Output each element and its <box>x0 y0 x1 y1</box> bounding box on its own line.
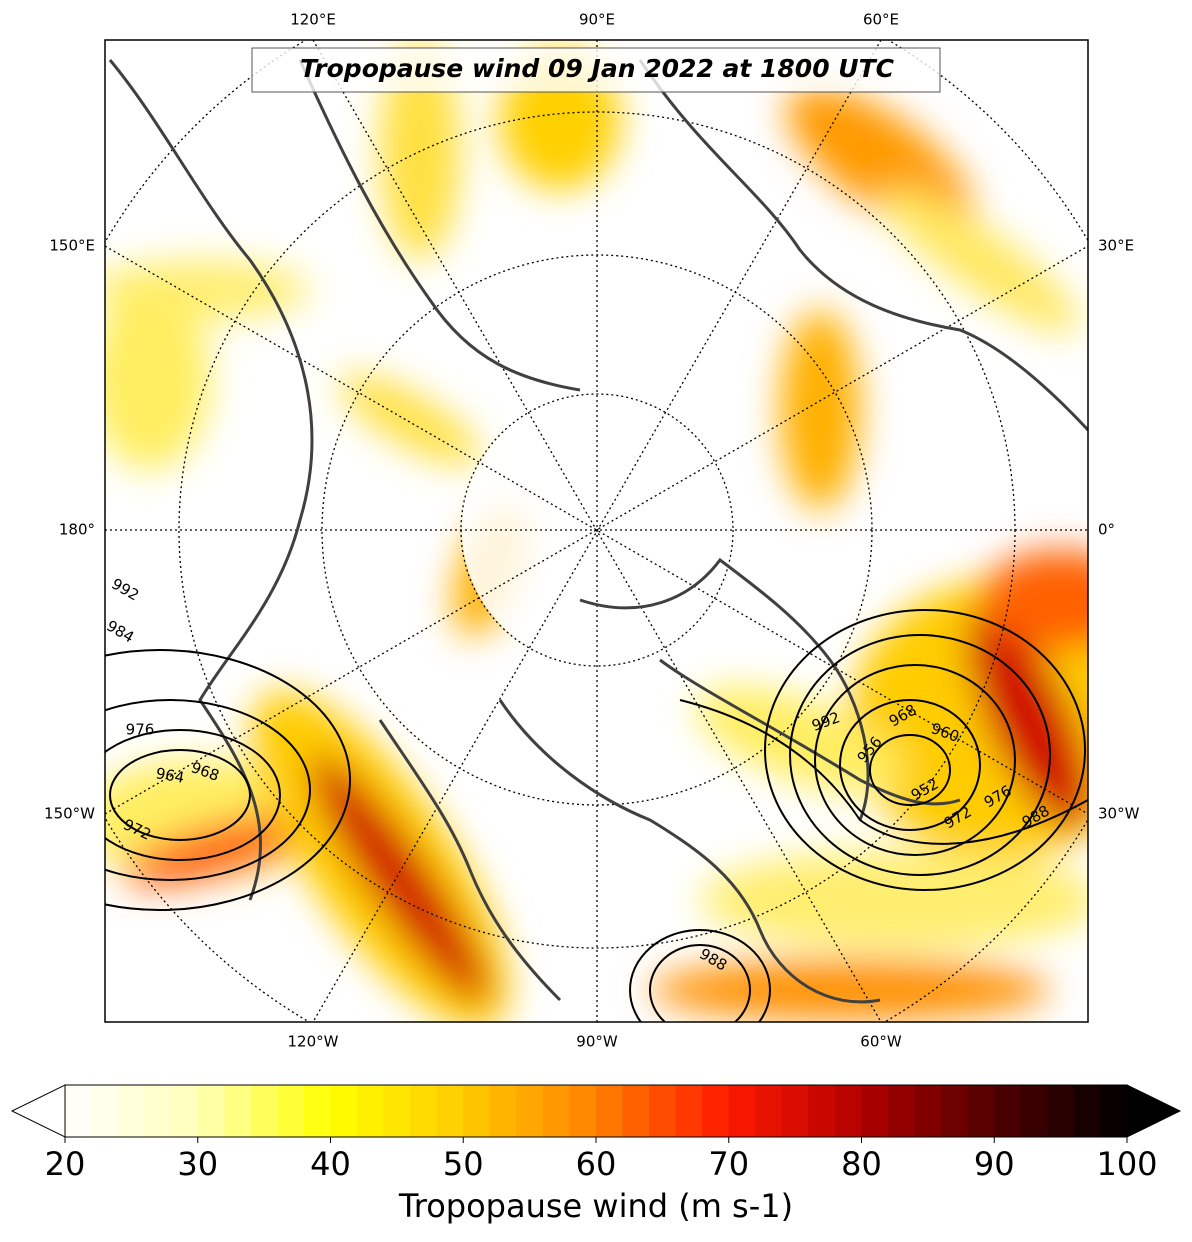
lon-label: 90°W <box>576 1033 618 1051</box>
colorbar-segment <box>1100 1085 1128 1137</box>
lon-label: 90°E <box>579 11 615 29</box>
lon-label: 0° <box>1098 521 1115 539</box>
colorbar-segment <box>888 1085 916 1137</box>
colorbar-segment <box>144 1085 172 1137</box>
colorbar-segment <box>489 1085 517 1137</box>
lon-label: 60°W <box>860 1033 902 1051</box>
colorbar-tick-label: 50 <box>443 1145 484 1183</box>
colorbar-segment <box>994 1085 1022 1137</box>
colorbar-segment <box>1073 1085 1101 1137</box>
colorbar-segment <box>914 1085 942 1137</box>
map-title: Tropopause wind 09 Jan 2022 at 1800 UTC <box>300 54 895 83</box>
lon-label: 120°W <box>288 1033 339 1051</box>
colorbar-segment <box>675 1085 703 1137</box>
colorbar-segment <box>702 1085 730 1137</box>
colorbar-segment <box>277 1085 305 1137</box>
colorbar-segment <box>542 1085 570 1137</box>
colorbar-segment <box>755 1085 783 1137</box>
colorbar-tick-label: 40 <box>310 1145 351 1183</box>
colorbar-segment <box>410 1085 438 1137</box>
colorbar-segment <box>622 1085 650 1137</box>
colorbar-tick-label: 20 <box>45 1145 86 1183</box>
lon-label: 30°E <box>1098 237 1134 255</box>
colorbar-extend-low <box>10 1084 66 1138</box>
colorbar-tick-label: 90 <box>974 1145 1015 1183</box>
colorbar-segment <box>250 1085 278 1137</box>
lon-label: 150°E <box>49 237 95 255</box>
title-box <box>251 47 941 93</box>
colorbar-segment <box>941 1085 969 1137</box>
lon-label: 150°W <box>44 805 95 823</box>
colorbar-segment <box>197 1085 225 1137</box>
colorbar-segment <box>171 1085 199 1137</box>
colorbar-segment <box>861 1085 889 1137</box>
colorbar-segment <box>224 1085 252 1137</box>
colorbar-segment <box>91 1085 119 1137</box>
coastlines <box>108 59 1088 1004</box>
graticule <box>105 40 1088 1022</box>
contour-label: 964 <box>154 764 185 787</box>
colorbar-segment <box>303 1085 331 1137</box>
colorbar-segment <box>1020 1085 1048 1137</box>
colorbar-segment <box>330 1085 358 1137</box>
pressure-contours <box>105 609 1088 1022</box>
colorbar-label: Tropopause wind (m s-1) <box>398 1187 793 1225</box>
colorbar-segment <box>649 1085 677 1137</box>
colorbar-segment <box>1047 1085 1075 1137</box>
colorbar-tick-label: 100 <box>1096 1145 1157 1183</box>
lon-label: 30°W <box>1098 805 1140 823</box>
colorbar-segment <box>808 1085 836 1137</box>
colorbar-segment <box>728 1085 756 1137</box>
contour-label: 976 <box>126 721 155 739</box>
colorbar-segment <box>834 1085 862 1137</box>
colorbar-segment <box>383 1085 411 1137</box>
colorbar-segment <box>569 1085 597 1137</box>
map-frame <box>104 39 1089 1023</box>
colorbar-segment <box>781 1085 809 1137</box>
colorbar-segment <box>118 1085 146 1137</box>
colorbar-segment <box>516 1085 544 1137</box>
colorbar-segment <box>463 1085 491 1137</box>
colorbar-segment <box>967 1085 995 1137</box>
colorbar-tick-label: 70 <box>708 1145 749 1183</box>
colorbar-tick-label: 30 <box>177 1145 218 1183</box>
colorbar-segment <box>596 1085 624 1137</box>
colorbar-tick-label: 60 <box>576 1145 617 1183</box>
map <box>105 40 1088 1022</box>
lon-label: 180° <box>59 521 95 539</box>
colorbar-segment <box>436 1085 464 1137</box>
lon-label: 120°E <box>290 11 336 29</box>
colorbar-segment <box>357 1085 385 1137</box>
colorbar-tick-label: 80 <box>841 1145 882 1183</box>
colorbar-segment <box>65 1085 93 1137</box>
colorbar-extend-high <box>1126 1084 1182 1138</box>
lon-label: 60°E <box>863 11 899 29</box>
